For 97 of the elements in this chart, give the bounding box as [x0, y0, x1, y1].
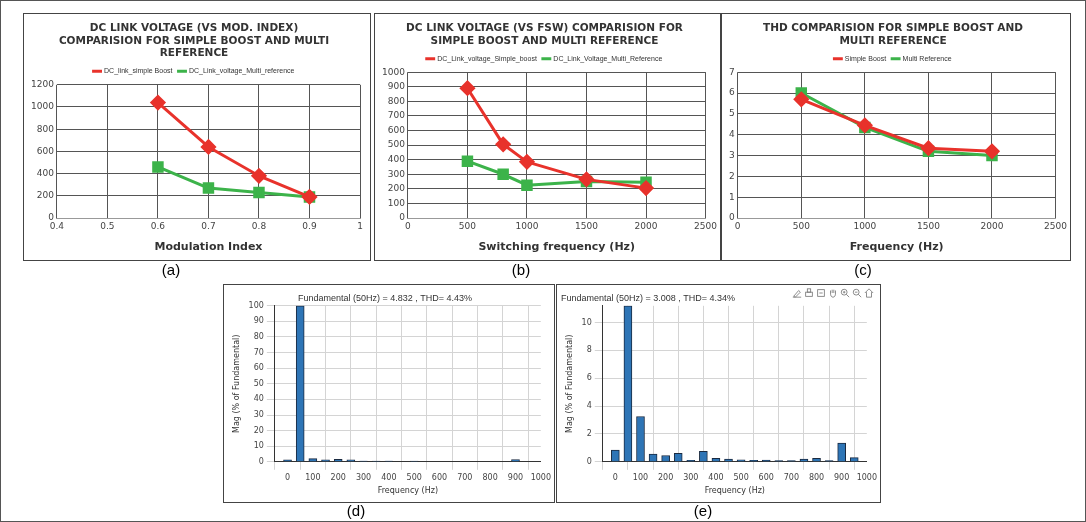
- x-tick-label: 0.6: [150, 220, 166, 231]
- chart-title: DC LINK VOLTAGE (VS MOD. INDEX) COMPARISION FOR SIMPLE BOOST AND MULTI REFERENCE: [58, 21, 330, 59]
- x-tick-label: 1000: [856, 472, 877, 482]
- y-tick-label: 500: [387, 139, 406, 150]
- text: (c): [853, 261, 873, 278]
- x-axis-title: Frequency (Hz): [377, 486, 439, 496]
- x-tick-label: 500: [406, 472, 422, 482]
- x-tick-label: 2000: [980, 220, 1004, 231]
- y-tick-label: 600: [387, 124, 406, 135]
- x-tick-label: 200: [330, 472, 346, 482]
- y-tick-label: 6: [586, 373, 592, 383]
- x-tick-label: 1500: [916, 220, 941, 231]
- y-tick-label: 100: [248, 300, 264, 310]
- x-axis-title: Modulation Index: [154, 240, 263, 254]
- x-tick-label: 100: [305, 472, 321, 482]
- y-tick-label: 50: [253, 378, 264, 388]
- y-tick-label: 7: [728, 66, 735, 77]
- x-axis-title: Frequency (Hz): [704, 486, 765, 496]
- y-tick-label: 80: [253, 332, 264, 342]
- y-tick-label: 1000: [382, 66, 406, 77]
- chart-title: DC LINK VOLTAGE (VS FSW) COMPARISION FOR SIMPLE BOOST AND MULTI REFERENCE: [406, 21, 683, 46]
- y-tick-label: 3: [728, 149, 735, 160]
- y-tick-label: 0: [399, 212, 406, 223]
- x-tick-label: 300: [683, 472, 699, 482]
- y-tick-label: 800: [36, 123, 55, 134]
- y-tick-label: 600: [36, 145, 55, 156]
- y-tick-label: 400: [36, 167, 55, 178]
- x-tick-label: 800: [808, 472, 825, 482]
- x-tick-label: 1000: [530, 472, 551, 482]
- x-tick-label: 2500: [1044, 220, 1068, 231]
- x-tick-label: 400: [708, 472, 724, 482]
- y-tick-label: 2: [728, 170, 735, 181]
- y-tick-label: 70: [253, 347, 264, 357]
- x-tick-label: 0.5: [100, 220, 115, 231]
- text: (a): [160, 261, 182, 278]
- y-tick-label: 60: [253, 363, 264, 373]
- text: (d): [345, 502, 367, 519]
- y-tick-label: 100: [387, 197, 406, 208]
- x-tick-label: 0.9: [302, 220, 317, 231]
- x-tick-label: 1000: [515, 220, 539, 231]
- x-tick-label: 300: [355, 472, 372, 482]
- y-tick-label: 1200: [31, 79, 55, 90]
- x-tick-label: 800: [482, 472, 498, 482]
- y-tick-label: 300: [387, 168, 406, 179]
- y-tick-label: 0: [728, 212, 735, 223]
- y-tick-label: 1000: [31, 101, 55, 112]
- x-axis-title: Switching frequency (Hz): [478, 240, 636, 254]
- y-tick-label: 0: [586, 456, 592, 466]
- y-tick-label: 40: [253, 394, 264, 404]
- x-tick-label: 0: [284, 472, 291, 482]
- y-tick-label: 200: [36, 190, 55, 201]
- x-tick-label: 900: [834, 472, 850, 482]
- y-tick-label: 400: [387, 154, 406, 165]
- y-tick-label: 900: [387, 81, 406, 92]
- chart-title: THD COMPARISION FOR SIMPLE BOOST AND MULTI REFERENCE: [763, 21, 1024, 46]
- y-tick-label: 10: [581, 317, 592, 327]
- x-tick-label: 1: [357, 220, 363, 231]
- x-tick-label: 200: [658, 472, 674, 482]
- x-tick-label: 0: [612, 472, 618, 482]
- y-tick-label: 20: [253, 425, 264, 435]
- x-tick-label: 0.7: [201, 220, 216, 231]
- x-tick-label: 600: [758, 472, 774, 482]
- x-tick-label: 0.8: [251, 220, 267, 231]
- x-axis-title: Frequency (Hz): [849, 240, 944, 254]
- y-tick-label: 90: [253, 316, 264, 326]
- y-tick-label: 10: [253, 441, 264, 451]
- y-tick-label: 4: [728, 129, 735, 140]
- x-tick-label: 500: [458, 220, 477, 231]
- chart-title: Fundamental (50Hz) = 4.832 , THD= 4.43%: [298, 292, 472, 303]
- y-tick-label: 2: [586, 429, 592, 439]
- x-tick-label: 1500: [575, 220, 599, 231]
- y-tick-label: 1: [728, 191, 735, 202]
- y-tick-label: 0: [258, 456, 264, 466]
- x-tick-label: 2500: [694, 220, 718, 231]
- y-tick-label: 200: [387, 183, 406, 194]
- x-tick-label: 600: [431, 472, 448, 482]
- y-tick-label: 0: [48, 212, 55, 223]
- x-tick-label: 700: [783, 472, 800, 482]
- y-tick-label: 4: [586, 401, 592, 411]
- y-tick-label: 5: [728, 108, 735, 119]
- chart-title: Fundamental (50Hz) = 3.008 , THD= 4.34%: [561, 292, 735, 303]
- y-tick-label: 8: [586, 345, 592, 355]
- x-tick-label: 2000: [634, 220, 658, 231]
- text: (e): [692, 502, 714, 519]
- y-axis-title: Mag (% of Fundamental): [564, 334, 574, 433]
- x-tick-label: 1000: [853, 220, 877, 231]
- y-axis-title: Mag (% of Fundamental): [231, 334, 241, 433]
- y-tick-label: 800: [387, 95, 406, 106]
- x-tick-label: 0.4: [49, 220, 65, 231]
- y-tick-label: 700: [387, 110, 406, 121]
- text: (b): [510, 261, 532, 278]
- x-tick-label: 500: [792, 220, 811, 231]
- x-tick-label: 100: [632, 472, 649, 482]
- x-tick-label: 900: [507, 472, 524, 482]
- y-tick-label: 6: [728, 87, 735, 98]
- y-tick-label: 30: [253, 410, 264, 420]
- x-tick-label: 700: [457, 472, 473, 482]
